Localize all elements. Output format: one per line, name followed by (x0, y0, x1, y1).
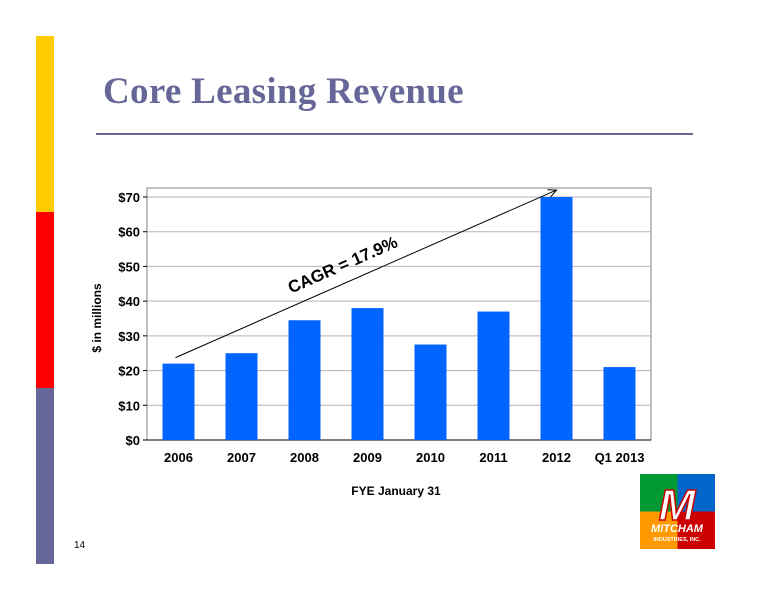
title-divider (96, 133, 693, 135)
plot-area (146, 187, 652, 441)
x-tick-label: 2012 (542, 450, 571, 465)
x-tick-label: 2010 (416, 450, 445, 465)
bar (225, 353, 258, 440)
bar (477, 311, 510, 440)
bar (540, 197, 573, 440)
y-tick-label: $40 (118, 294, 140, 309)
bar (603, 367, 636, 440)
logo-blue-quadrant (677, 474, 715, 512)
logo-mark: M (659, 481, 697, 530)
x-tick-label: Q1 2013 (595, 450, 645, 465)
accent-bar-purple (36, 388, 54, 564)
x-tick-label: 2011 (479, 450, 507, 465)
logo-name: MITCHAM (651, 523, 704, 535)
cagr-annotation: CAGR = 17.9% (285, 233, 400, 298)
logo-orange-quadrant (640, 511, 678, 549)
x-tick-label: 2007 (227, 450, 256, 465)
slide-title: Core Leasing Revenue (103, 71, 464, 112)
company-logo: M MITCHAM INDUSTRIES, INC. (640, 474, 715, 549)
y-tick-label: $30 (118, 329, 140, 344)
x-tick-label: 2008 (290, 450, 319, 465)
bar (351, 308, 384, 440)
page-number: 14 (74, 540, 86, 551)
y-tick-label: $10 (118, 398, 140, 413)
accent-bar-red (36, 212, 54, 388)
bar (414, 344, 447, 440)
logo-green-quadrant (640, 474, 678, 512)
x-axis-title: FYE January 31 (351, 484, 441, 498)
cagr-arrow-line (175, 189, 557, 359)
y-tick-label: $60 (118, 225, 140, 240)
y-tick-label: $70 (118, 190, 140, 205)
y-axis-title: $ in millions (90, 283, 104, 353)
x-tick-label: 2006 (164, 450, 193, 465)
bar (288, 320, 321, 440)
logo-tagline: INDUSTRIES, INC. (653, 537, 701, 543)
y-tick-label: $0 (126, 433, 140, 448)
logo-red-quadrant (677, 511, 715, 549)
y-tick-label: $50 (118, 259, 140, 274)
accent-bar-yellow (36, 36, 54, 212)
y-tick-label: $20 (118, 364, 140, 379)
cagr-arrow-head (547, 189, 558, 198)
x-tick-label: 2009 (353, 450, 382, 465)
bar (162, 363, 195, 440)
